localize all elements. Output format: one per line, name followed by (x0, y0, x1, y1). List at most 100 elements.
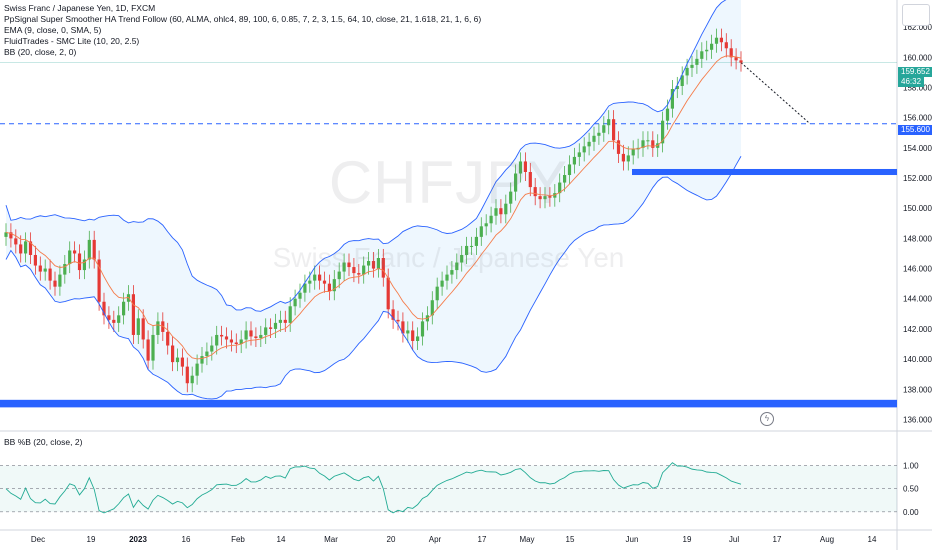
candle-body (592, 135, 596, 142)
bb-upper-band (5, 0, 727, 312)
legend-indicator-fluidtrades[interactable]: FluidTrades - SMC Lite (10, 20, 2.5) (4, 36, 140, 46)
time-tick-label: Jun (626, 535, 639, 544)
candle-body (460, 254, 464, 263)
candle-body (220, 334, 224, 337)
candle-body (122, 301, 126, 316)
candle-body (210, 345, 214, 352)
candle-body (719, 37, 723, 43)
candle-body (53, 280, 57, 287)
candle-body (665, 108, 670, 121)
time-tick-label: 17 (478, 535, 487, 544)
time-axis[interactable]: Dec 19 2023 16 Feb 14 Mar 20 Apr 17 May 15 Jun 19 Jul 1… (31, 535, 877, 544)
candle-body (474, 236, 478, 246)
price-tick-label: 138.000 (903, 385, 932, 394)
price-tick-label: 160.000 (903, 53, 932, 62)
countdown-tag: 46:32 (898, 77, 925, 87)
candle-body (533, 187, 537, 197)
candle-body (278, 319, 282, 323)
candle-body (695, 58, 699, 65)
candle-body (269, 327, 273, 329)
candle-body (494, 208, 498, 216)
candle-body (224, 336, 229, 340)
price-tick-label: 150.000 (903, 204, 932, 213)
time-tick-label: Feb (231, 535, 245, 544)
level-price-tag: 155.600 (898, 125, 932, 135)
candle-body (28, 241, 33, 255)
candle-body (48, 268, 52, 281)
candle-body (690, 64, 694, 68)
candle-body (318, 274, 322, 281)
price-axis[interactable]: 136.000 138.000 140.000 142.000 144.000 146.0… (903, 23, 932, 424)
candle-body (171, 345, 175, 363)
candle-body (200, 356, 204, 364)
candle-body (675, 86, 679, 90)
candle-body (440, 280, 444, 287)
order-block-zones (0, 62, 897, 408)
candle-body (151, 334, 155, 361)
time-tick-label: 14 (868, 535, 877, 544)
candle-body (371, 261, 376, 269)
candle-body (734, 57, 738, 61)
legend-indicator-ppsignal[interactable]: PpSignal Super Smoother HA Trend Follow … (4, 14, 482, 24)
candle-body (538, 196, 542, 200)
candle-body (710, 43, 714, 50)
price-tick-label: 140.000 (903, 355, 932, 364)
candle-body (381, 258, 385, 278)
candle-body (416, 336, 420, 341)
candle-body (107, 315, 111, 320)
watermark-name: Swiss Franc / Japanese Yen (272, 242, 625, 273)
legend-subpane-bbpctb[interactable]: BB %B (20, close, 2) (4, 437, 83, 447)
time-tick-label: 15 (566, 535, 575, 544)
candle-body (391, 309, 395, 320)
candle-body (322, 280, 327, 284)
price-tick-label: 144.000 (903, 295, 932, 304)
candle-body (234, 342, 238, 344)
projection-arrow (740, 62, 811, 125)
candle-body (77, 253, 82, 271)
time-tick-label: 20 (387, 535, 396, 544)
candle-body (190, 375, 194, 384)
candle-body (435, 286, 439, 301)
bb-fill-area (6, 0, 741, 399)
candle-body (651, 140, 655, 148)
price-tick-label: 146.000 (903, 265, 932, 274)
candle-body (166, 331, 170, 346)
candle-body (504, 203, 508, 215)
time-tick-label: Apr (429, 535, 442, 544)
candle-body (612, 119, 616, 141)
candle-body (195, 363, 199, 376)
lightning-icon[interactable]: ϟ (760, 412, 774, 426)
candle-body (68, 250, 72, 265)
candle-body (631, 149, 635, 156)
candle-body (205, 351, 209, 357)
candlestick-series (4, 28, 743, 393)
candle-body (401, 321, 405, 334)
candle-body (229, 339, 233, 343)
candle-body (386, 277, 390, 310)
candle-body (102, 301, 106, 316)
legend-symbol[interactable]: Swiss Franc / Japanese Yen, 1D, FXCM (4, 3, 156, 13)
candle-body (313, 274, 317, 281)
settings-button[interactable] (902, 4, 930, 26)
pctb-range-fill (0, 465, 897, 512)
time-tick-label: Mar (324, 535, 338, 544)
candle-body (38, 265, 42, 272)
candle-body (249, 330, 253, 337)
candle-body (308, 280, 312, 284)
candle-body (563, 175, 567, 183)
candle-body (24, 241, 28, 254)
legend-indicator-bb[interactable]: BB (20, close, 2, 0) (4, 47, 77, 57)
candle-body (293, 298, 297, 307)
time-tick-label: Jul (729, 535, 739, 544)
candle-body (254, 336, 258, 338)
candle-body (332, 279, 336, 292)
candle-body (621, 153, 625, 162)
legend-indicator-ema[interactable]: EMA (9, close, 0, SMA, 5) (4, 25, 102, 35)
candle-body (175, 357, 180, 363)
candle-body (92, 239, 96, 260)
candle-body (362, 265, 366, 275)
candle-body (43, 268, 47, 272)
candle-body (724, 42, 728, 49)
